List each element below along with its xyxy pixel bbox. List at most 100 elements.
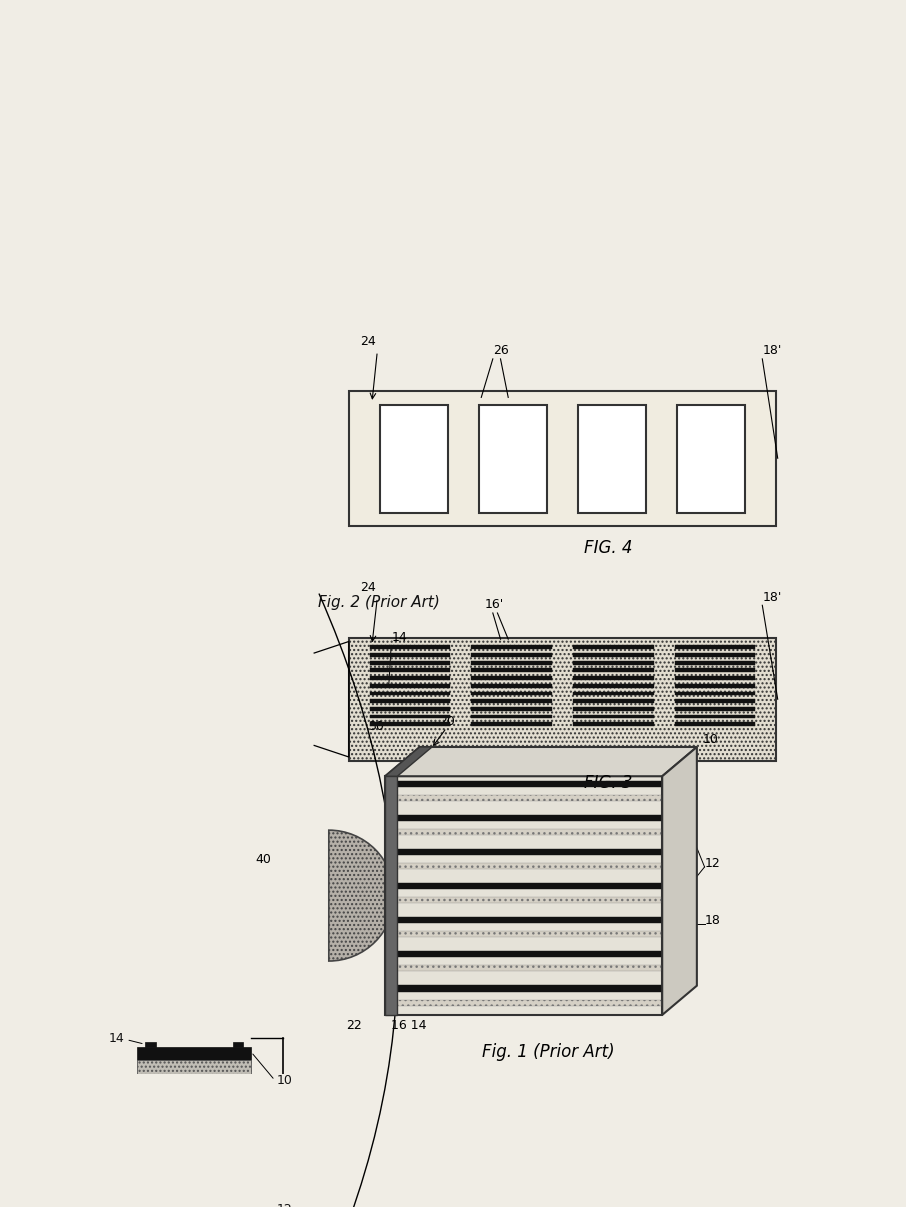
Bar (573, 715, 654, 718)
Text: 14: 14 (109, 1032, 125, 1044)
Text: 20: 20 (439, 716, 455, 728)
Bar (471, 715, 552, 718)
Bar (137, 1092, 251, 1107)
Bar (573, 707, 654, 711)
Bar (385, 776, 662, 1015)
Bar (573, 699, 654, 704)
Bar (145, 1203, 156, 1207)
Bar (233, 1074, 244, 1079)
Bar (471, 684, 552, 688)
Text: 26: 26 (493, 344, 508, 357)
Bar (471, 660, 552, 665)
Bar (387, 917, 660, 923)
Bar (233, 1042, 244, 1048)
Bar (387, 882, 660, 890)
Text: 30: 30 (368, 721, 384, 733)
Bar (381, 404, 448, 513)
Polygon shape (662, 747, 697, 1015)
Polygon shape (385, 747, 697, 776)
Text: 24: 24 (361, 582, 376, 594)
Bar (573, 646, 654, 649)
Bar (675, 653, 756, 657)
Bar (137, 1112, 251, 1124)
Bar (387, 966, 660, 972)
Bar (479, 404, 547, 513)
Bar (137, 1177, 251, 1189)
Text: FIG. 4: FIG. 4 (584, 540, 632, 556)
Bar (145, 1074, 156, 1079)
Bar (233, 1107, 244, 1112)
Bar (387, 863, 660, 869)
Bar (471, 646, 552, 649)
Bar (233, 1171, 244, 1177)
Text: 14: 14 (391, 631, 407, 645)
Text: 12: 12 (705, 857, 720, 870)
Bar (370, 707, 450, 711)
Text: 10: 10 (276, 1074, 293, 1086)
Bar (387, 999, 660, 1005)
Bar (145, 1042, 156, 1048)
Bar (387, 829, 660, 835)
Bar (387, 781, 660, 787)
Bar (471, 707, 552, 711)
Text: 12: 12 (276, 1203, 293, 1207)
Bar (233, 1203, 244, 1207)
Bar (349, 637, 776, 760)
Bar (573, 722, 654, 727)
Text: 24: 24 (361, 336, 376, 348)
Bar (471, 722, 552, 727)
Polygon shape (385, 747, 432, 776)
Bar (145, 1171, 156, 1177)
Bar (349, 391, 776, 526)
Bar (137, 1156, 251, 1172)
Bar (675, 715, 756, 718)
Text: Fig. 1 (Prior Art): Fig. 1 (Prior Art) (482, 1043, 614, 1061)
Bar (471, 653, 552, 657)
Bar (137, 1060, 251, 1075)
Text: 18': 18' (762, 344, 782, 357)
Text: 22: 22 (346, 1019, 362, 1032)
Bar (370, 722, 450, 727)
Bar (675, 660, 756, 665)
Bar (675, 646, 756, 649)
Text: 18: 18 (705, 914, 720, 927)
Bar (573, 692, 654, 695)
Bar (387, 815, 660, 821)
Bar (573, 676, 654, 680)
Text: 18': 18' (762, 590, 782, 604)
Bar (573, 669, 654, 672)
Bar (233, 1139, 244, 1144)
Bar (370, 699, 450, 704)
Bar (675, 692, 756, 695)
Bar (471, 669, 552, 672)
Text: Fig. 2 (Prior Art): Fig. 2 (Prior Art) (318, 595, 440, 611)
Bar (471, 699, 552, 704)
Bar (675, 669, 756, 672)
Bar (137, 1124, 251, 1139)
Bar (573, 653, 654, 657)
Bar (137, 1048, 251, 1060)
Bar (370, 676, 450, 680)
Bar (573, 660, 654, 665)
Bar (145, 1139, 156, 1144)
Bar (387, 897, 660, 903)
Wedge shape (329, 830, 394, 961)
Bar (370, 653, 450, 657)
Bar (385, 776, 398, 1015)
Bar (145, 1107, 156, 1112)
Bar (471, 692, 552, 695)
Bar (387, 932, 660, 938)
Text: 40: 40 (255, 853, 272, 865)
Bar (578, 404, 646, 513)
Bar (573, 684, 654, 688)
Bar (370, 684, 450, 688)
Bar (675, 722, 756, 727)
Bar (675, 699, 756, 704)
Text: 16 14: 16 14 (391, 1019, 427, 1032)
Bar (387, 985, 660, 992)
Bar (370, 669, 450, 672)
Bar (387, 849, 660, 856)
Bar (675, 684, 756, 688)
Bar (137, 1189, 251, 1205)
Bar (370, 692, 450, 695)
